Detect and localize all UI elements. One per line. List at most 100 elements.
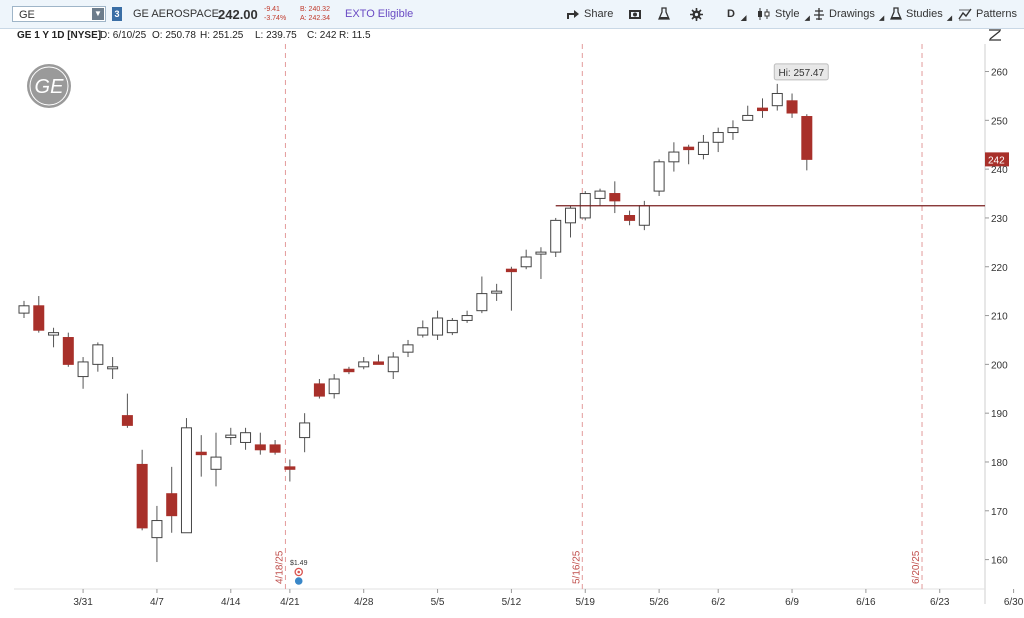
period-label: D: [727, 8, 735, 20]
candle-body: [609, 193, 621, 202]
style-button[interactable]: Style ◢: [757, 0, 810, 28]
patterns-button[interactable]: Patterns: [958, 0, 1017, 28]
current-price-label: 242: [988, 155, 1005, 166]
candle-body: [136, 463, 148, 529]
info-date: D: 6/10/25: [100, 30, 147, 41]
candle-body: [195, 451, 207, 456]
y-tick-label: 240: [991, 165, 1008, 176]
candle-body: [461, 315, 473, 321]
earnings-icon: [294, 577, 303, 585]
current-price-badge: [985, 152, 1009, 167]
patterns-label: Patterns: [976, 8, 1017, 20]
candle-body: [240, 432, 252, 443]
candle-body: [18, 305, 30, 314]
candle-body: [62, 337, 74, 365]
chart-toolbar: GE ▼ 3 GE AEROSPACE 242.00 -9.41 -3.74% …: [0, 0, 1024, 29]
x-tick-label: 4/28: [354, 597, 374, 608]
candle-body: [121, 415, 133, 426]
ge-logo: GE: [27, 64, 71, 108]
symbol-input[interactable]: GE ▼: [12, 6, 106, 22]
bid-value: B: 240.32: [300, 6, 330, 13]
settings-button[interactable]: [690, 0, 703, 28]
company-name: GE AEROSPACE: [133, 8, 219, 20]
high-callout-label: Hi: 257.47: [778, 68, 824, 79]
candle-body: [757, 107, 768, 112]
x-tick-label: 3/31: [73, 597, 93, 608]
candle-body: [92, 344, 104, 365]
studies-label: Studies: [906, 8, 943, 20]
candle-body: [564, 207, 576, 224]
x-tick-label: 4/14: [221, 597, 241, 608]
screenshot-button[interactable]: [628, 0, 642, 28]
share-label: Share: [584, 8, 614, 20]
change-stack: -9.41 -3.74%: [264, 0, 286, 28]
candle-body: [742, 114, 754, 121]
candle-body: [697, 141, 709, 155]
style-label: Style: [775, 8, 800, 20]
symbol-dropdown-icon[interactable]: ▼: [92, 8, 104, 20]
candle-body: [33, 305, 45, 331]
info-open: O: 250.78: [152, 30, 196, 41]
candle-body: [77, 361, 89, 378]
x-tick-label: 5/5: [431, 597, 445, 608]
symbol-text: GE: [19, 9, 35, 21]
period-button[interactable]: D ◢: [727, 0, 746, 28]
collapse-toggle-icon[interactable]: [987, 28, 1003, 42]
x-tick-label: 5/12: [502, 597, 522, 608]
event-marker-label: 4/18/25: [274, 550, 285, 584]
ask-value: A: 242.34: [300, 15, 330, 22]
studies-chevron-icon: ◢: [946, 15, 953, 22]
candle-body: [786, 100, 798, 114]
candle-body: [683, 146, 695, 151]
x-tick-label: 6/2: [711, 597, 725, 608]
candle-body: [343, 368, 355, 373]
candle-body: [313, 383, 325, 397]
candle-body: [771, 92, 783, 107]
screenshot-icon: [629, 10, 641, 19]
x-tick-label: 6/16: [856, 597, 876, 608]
candle-body: [417, 327, 429, 336]
x-tick-label: 4/21: [280, 597, 300, 608]
x-tick-label: 6/30: [1004, 597, 1024, 608]
candle-body: [505, 268, 517, 273]
candle-body: [594, 190, 606, 199]
candle-body: [254, 444, 266, 451]
info-high: H: 251.25: [200, 30, 244, 41]
candle-body: [269, 444, 281, 453]
candle-style-icon: [758, 8, 770, 20]
share-button[interactable]: Share: [566, 0, 613, 28]
exto-eligible-link[interactable]: EXTO Eligible: [345, 8, 414, 20]
y-tick-label: 160: [991, 556, 1008, 567]
candle-body: [624, 215, 636, 221]
period-chevron-icon: ◢: [740, 15, 747, 22]
dividend-amount-label: $1.49: [290, 560, 308, 567]
candle-body: [299, 422, 311, 439]
dividend-icon-dot: [297, 570, 301, 574]
x-tick-label: 6/9: [785, 597, 799, 608]
studies-flask-icon: [890, 7, 902, 20]
candle-body: [638, 205, 650, 226]
y-tick-label: 170: [991, 507, 1008, 518]
y-tick-label: 260: [991, 68, 1008, 79]
event-marker-label: 5/16/25: [571, 550, 582, 584]
candle-body: [387, 356, 399, 373]
candle-body: [107, 366, 119, 370]
candle-body: [550, 219, 562, 253]
event-marker-label: 6/20/25: [911, 550, 922, 584]
candle-body: [476, 293, 488, 312]
gear-icon: [690, 7, 703, 21]
candle-body: [727, 127, 739, 134]
y-tick-label: 230: [991, 214, 1008, 225]
y-tick-label: 190: [991, 409, 1008, 420]
candle-body: [801, 116, 813, 160]
candle-body: [491, 290, 503, 294]
patterns-icon: [958, 8, 972, 21]
style-chevron-icon: ◢: [804, 15, 810, 22]
candle-body: [166, 493, 178, 517]
price-chart[interactable]: GE 4/18/25 5/16/25 6/20/25 242 Hi: 257.47 $1…: [0, 44, 1024, 613]
chart-area[interactable]: GE 4/18/25 5/16/25 6/20/25 242 Hi: 257.47 $1…: [0, 44, 1024, 613]
flask-button[interactable]: [658, 0, 670, 28]
y-tick-label: 250: [991, 116, 1008, 127]
studies-button[interactable]: Studies ◢: [890, 0, 952, 28]
drawings-button[interactable]: Drawings ◢: [813, 0, 884, 28]
